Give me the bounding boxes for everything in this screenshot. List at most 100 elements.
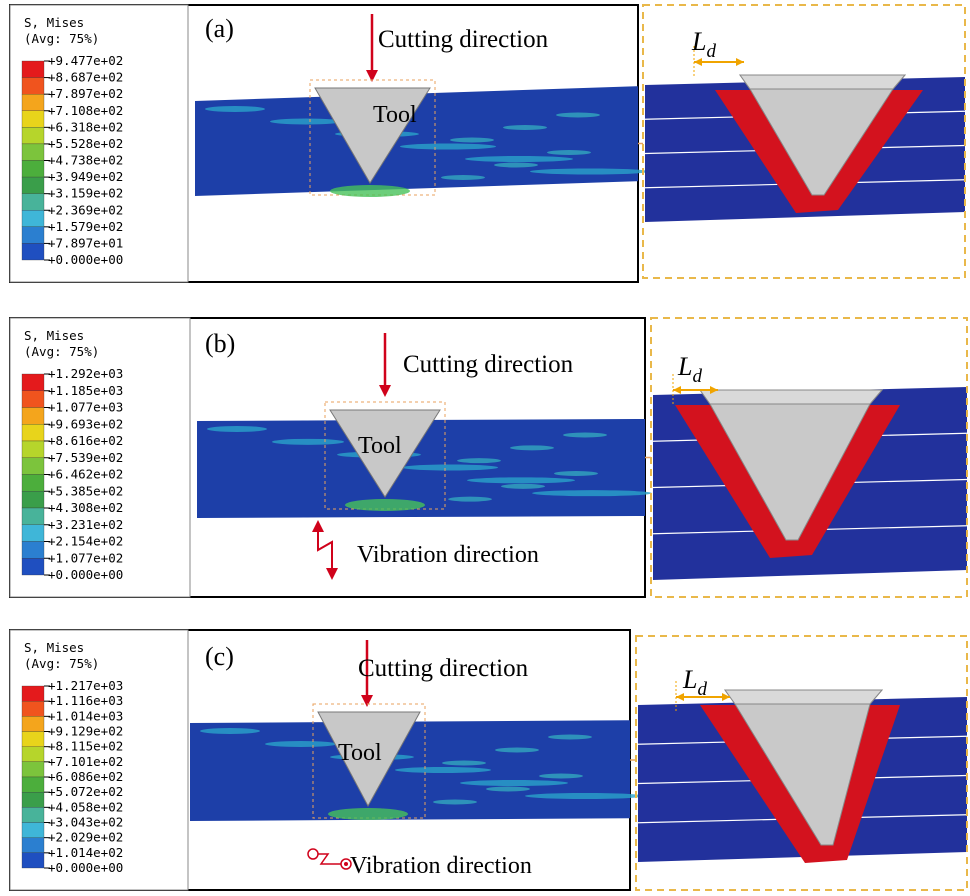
legend-band — [21, 685, 45, 702]
vibration-direction: Vibration direction — [350, 853, 532, 879]
legend-value: +1.185e+03 — [48, 383, 123, 398]
ld-label: Ld — [677, 352, 702, 387]
legend-value: +3.159e+02 — [48, 186, 123, 201]
legend-value: +4.738e+02 — [48, 153, 123, 168]
legend-band — [21, 524, 45, 542]
stress-streak — [402, 464, 498, 471]
legend-value: +9.129e+02 — [48, 724, 123, 739]
stress-streak — [467, 477, 575, 484]
cutting-arrowhead — [366, 70, 378, 82]
zoom-frame — [642, 4, 966, 279]
legend-band — [21, 837, 45, 853]
tool-label: Tool — [373, 102, 417, 128]
stress-streak — [465, 156, 573, 162]
stress-zone — [330, 185, 410, 197]
legend-band — [21, 373, 45, 391]
stress-streak — [395, 767, 491, 773]
stress-streak — [554, 471, 598, 476]
stress-streak — [200, 728, 260, 734]
tool-label: Tool — [338, 740, 382, 766]
panel-label: (b) — [205, 329, 235, 358]
legend-subtitle: (Avg: 75%) — [24, 31, 99, 46]
legend-value: +2.369e+02 — [48, 202, 123, 217]
legend-value: +3.949e+02 — [48, 169, 123, 184]
stress-streak — [205, 106, 265, 112]
legend-band — [21, 77, 45, 95]
stress-streak — [448, 496, 492, 502]
ld-sub: d — [706, 41, 716, 62]
legend-value: +4.058e+02 — [48, 799, 123, 814]
stress-streak — [503, 125, 547, 130]
stress-streak — [272, 438, 344, 445]
legend-band — [21, 746, 45, 762]
legend-band — [21, 390, 45, 408]
stress-streak — [442, 760, 486, 766]
legend-value: +7.101e+02 — [48, 754, 123, 769]
legend-value: +1.014e+03 — [48, 708, 123, 723]
cutting-direction: Cutting direction — [403, 351, 574, 378]
legend-value: +4.308e+02 — [48, 500, 123, 515]
legend-band — [21, 60, 45, 78]
stress-streak — [532, 490, 652, 497]
legend-value: +8.616e+02 — [48, 433, 123, 448]
legend-band — [21, 507, 45, 525]
stress-streak — [441, 175, 485, 180]
cutting-direction: Cutting direction — [378, 26, 549, 53]
ld-arrowhead — [736, 58, 744, 66]
stress-streak — [433, 799, 477, 805]
zoom-tool-top — [699, 389, 884, 405]
legend-subtitle: (Avg: 75%) — [24, 656, 99, 671]
ld-arrowhead — [673, 386, 681, 394]
legend-value: +5.072e+02 — [48, 784, 123, 799]
tool — [317, 711, 421, 808]
legend-band — [21, 193, 45, 211]
tool-zone — [324, 401, 446, 510]
vibration-arrowhead — [326, 568, 338, 580]
ld-label: Ld — [682, 665, 707, 700]
stress-streak — [556, 112, 600, 118]
stress-streak — [486, 786, 530, 792]
legend-band — [21, 474, 45, 492]
legend-title: S, Mises — [24, 640, 84, 655]
legend-band — [21, 243, 45, 261]
legend-value: +7.108e+02 — [48, 103, 123, 118]
stress-streak — [547, 150, 591, 155]
ld-arrowhead — [710, 386, 718, 394]
stress-streak — [495, 747, 539, 753]
legend-value: +3.043e+02 — [48, 815, 123, 830]
cutting-direction: Cutting direction — [358, 655, 529, 682]
zoom-tool-top — [724, 689, 884, 705]
panel-label: (a) — [205, 14, 234, 43]
legend-band — [21, 110, 45, 128]
legend-band — [21, 94, 45, 111]
legend-band — [21, 440, 45, 458]
legend-value: +1.116e+03 — [48, 693, 123, 708]
vibration-direction: Vibration direction — [357, 542, 539, 568]
zoom-tool-top — [739, 74, 907, 90]
legend-value: +6.462e+02 — [48, 467, 123, 482]
stress-streak — [563, 432, 607, 438]
legend-value: +6.318e+02 — [48, 119, 123, 134]
legend-band — [21, 558, 45, 576]
legend-value: +7.897e+02 — [48, 86, 123, 101]
legend-value: +2.154e+02 — [48, 534, 123, 549]
legend-value: +1.077e+03 — [48, 400, 123, 415]
cutting-arrowhead — [361, 695, 373, 707]
legend-band — [21, 160, 45, 178]
stress-streak — [525, 793, 645, 799]
legend-band — [21, 701, 45, 717]
tool — [314, 87, 431, 184]
legend-band — [21, 210, 45, 227]
legend-band — [21, 143, 45, 161]
legend-subtitle: (Avg: 75%) — [24, 344, 99, 359]
legend-value: +0.000e+00 — [48, 252, 123, 267]
legend-band — [21, 731, 45, 747]
stress-streak — [450, 137, 494, 143]
vibration-arrowhead — [312, 520, 324, 532]
legend-band — [21, 127, 45, 145]
legend-value: +5.385e+02 — [48, 483, 123, 498]
ld-label: Ld — [691, 27, 716, 62]
workpiece — [195, 86, 638, 196]
vibration-out — [340, 858, 352, 870]
